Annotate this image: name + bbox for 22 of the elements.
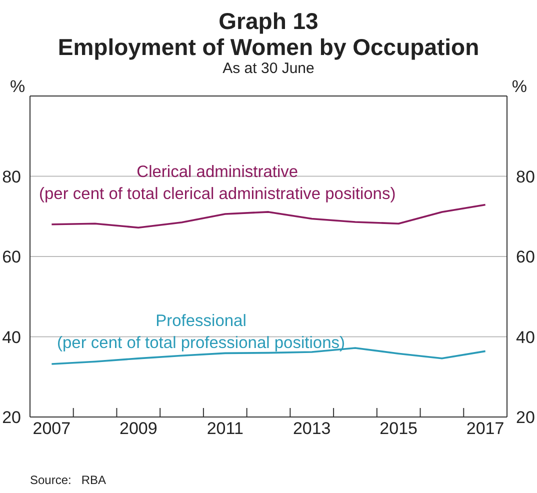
x-tick-label: 2017 (466, 419, 504, 438)
source-note: Source: RBA (30, 473, 108, 487)
x-tick-label: 2007 (32, 419, 71, 438)
x-tick-label: 2011 (206, 419, 244, 438)
y-tick-label: 20 (2, 408, 21, 428)
y-tick-label: 80 (2, 167, 21, 186)
y2-tick-label: 40 (516, 328, 535, 347)
series-label: Professional (per cent of total professional positions) (57, 311, 345, 354)
y-axis-title: % (10, 77, 26, 97)
x-tick-label: 2013 (292, 419, 331, 438)
y2-tick-label: 20 (516, 408, 535, 428)
x-tick-label: 2009 (119, 419, 158, 438)
y-tick-label: 40 (2, 328, 21, 347)
y2-axis-title: % (512, 77, 527, 97)
x-tick-label: 2015 (380, 419, 418, 438)
y2-tick-label: 80 (516, 167, 535, 186)
line-series (50, 204, 486, 229)
chart-subtitle: As at 30 June (222, 60, 316, 77)
y-tick-label: 60 (2, 248, 21, 267)
y2-tick-label: 60 (516, 248, 535, 267)
series-label: Clerical administrative (per cent of total clerical administrative positions) (39, 162, 396, 205)
chart-title: Graph 13 Employment of Women by Occupation (56, 8, 480, 60)
